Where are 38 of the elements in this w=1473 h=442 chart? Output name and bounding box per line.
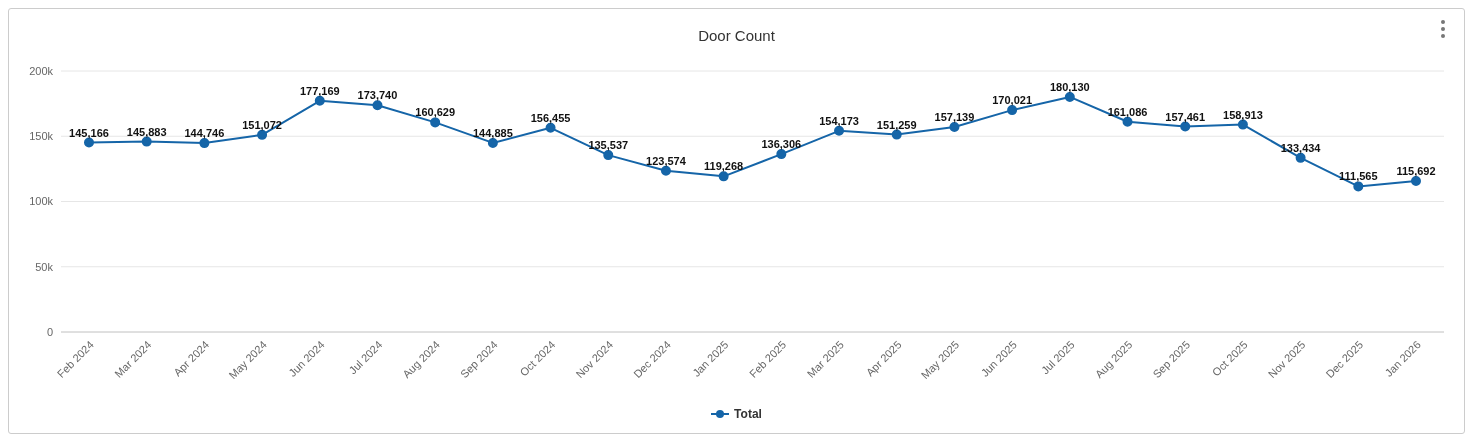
point bbox=[1411, 176, 1421, 187]
data-label: 161,086 bbox=[1107, 105, 1148, 118]
legend-label: Total bbox=[734, 407, 762, 421]
point bbox=[199, 138, 210, 149]
data-label: 136,306 bbox=[761, 138, 802, 151]
data-label: 157,461 bbox=[1165, 110, 1206, 123]
data-label: 145,883 bbox=[126, 125, 167, 138]
y-tick-label: 50k bbox=[35, 260, 54, 273]
point bbox=[603, 150, 614, 161]
point bbox=[776, 149, 787, 160]
data-label: 170,021 bbox=[992, 94, 1033, 107]
data-label: 145,166 bbox=[69, 126, 109, 139]
data-label: 133,434 bbox=[1280, 141, 1322, 154]
point bbox=[430, 117, 441, 128]
data-label: 157,139 bbox=[934, 110, 975, 123]
chart-title: Door Count bbox=[697, 27, 776, 44]
data-label: 154,173 bbox=[819, 114, 859, 127]
data-label: 123,574 bbox=[646, 154, 687, 167]
data-label: 158,913 bbox=[1223, 108, 1263, 121]
point bbox=[718, 171, 729, 182]
data-label: 180,130 bbox=[1049, 80, 1090, 93]
y-tick-label: 100k bbox=[29, 195, 54, 208]
data-label: 144,746 bbox=[184, 127, 225, 140]
data-label: 173,740 bbox=[357, 89, 398, 102]
data-label: 177,169 bbox=[299, 84, 340, 97]
data-label: 119,268 bbox=[704, 160, 744, 173]
data-label: 135,537 bbox=[588, 139, 629, 152]
data-label: 144,885 bbox=[472, 126, 513, 139]
point bbox=[372, 100, 383, 111]
y-tick-label: 150k bbox=[29, 130, 54, 143]
point bbox=[1007, 105, 1018, 116]
data-label: 156,455 bbox=[530, 111, 571, 124]
y-tick-label: 0 bbox=[46, 325, 53, 338]
y-tick-label: 200k bbox=[29, 64, 54, 77]
data-label: 160,629 bbox=[415, 106, 456, 119]
data-label: 111,565 bbox=[1339, 170, 1378, 183]
data-label: 151,259 bbox=[876, 118, 917, 131]
data-label: 115,692 bbox=[1396, 165, 1436, 178]
